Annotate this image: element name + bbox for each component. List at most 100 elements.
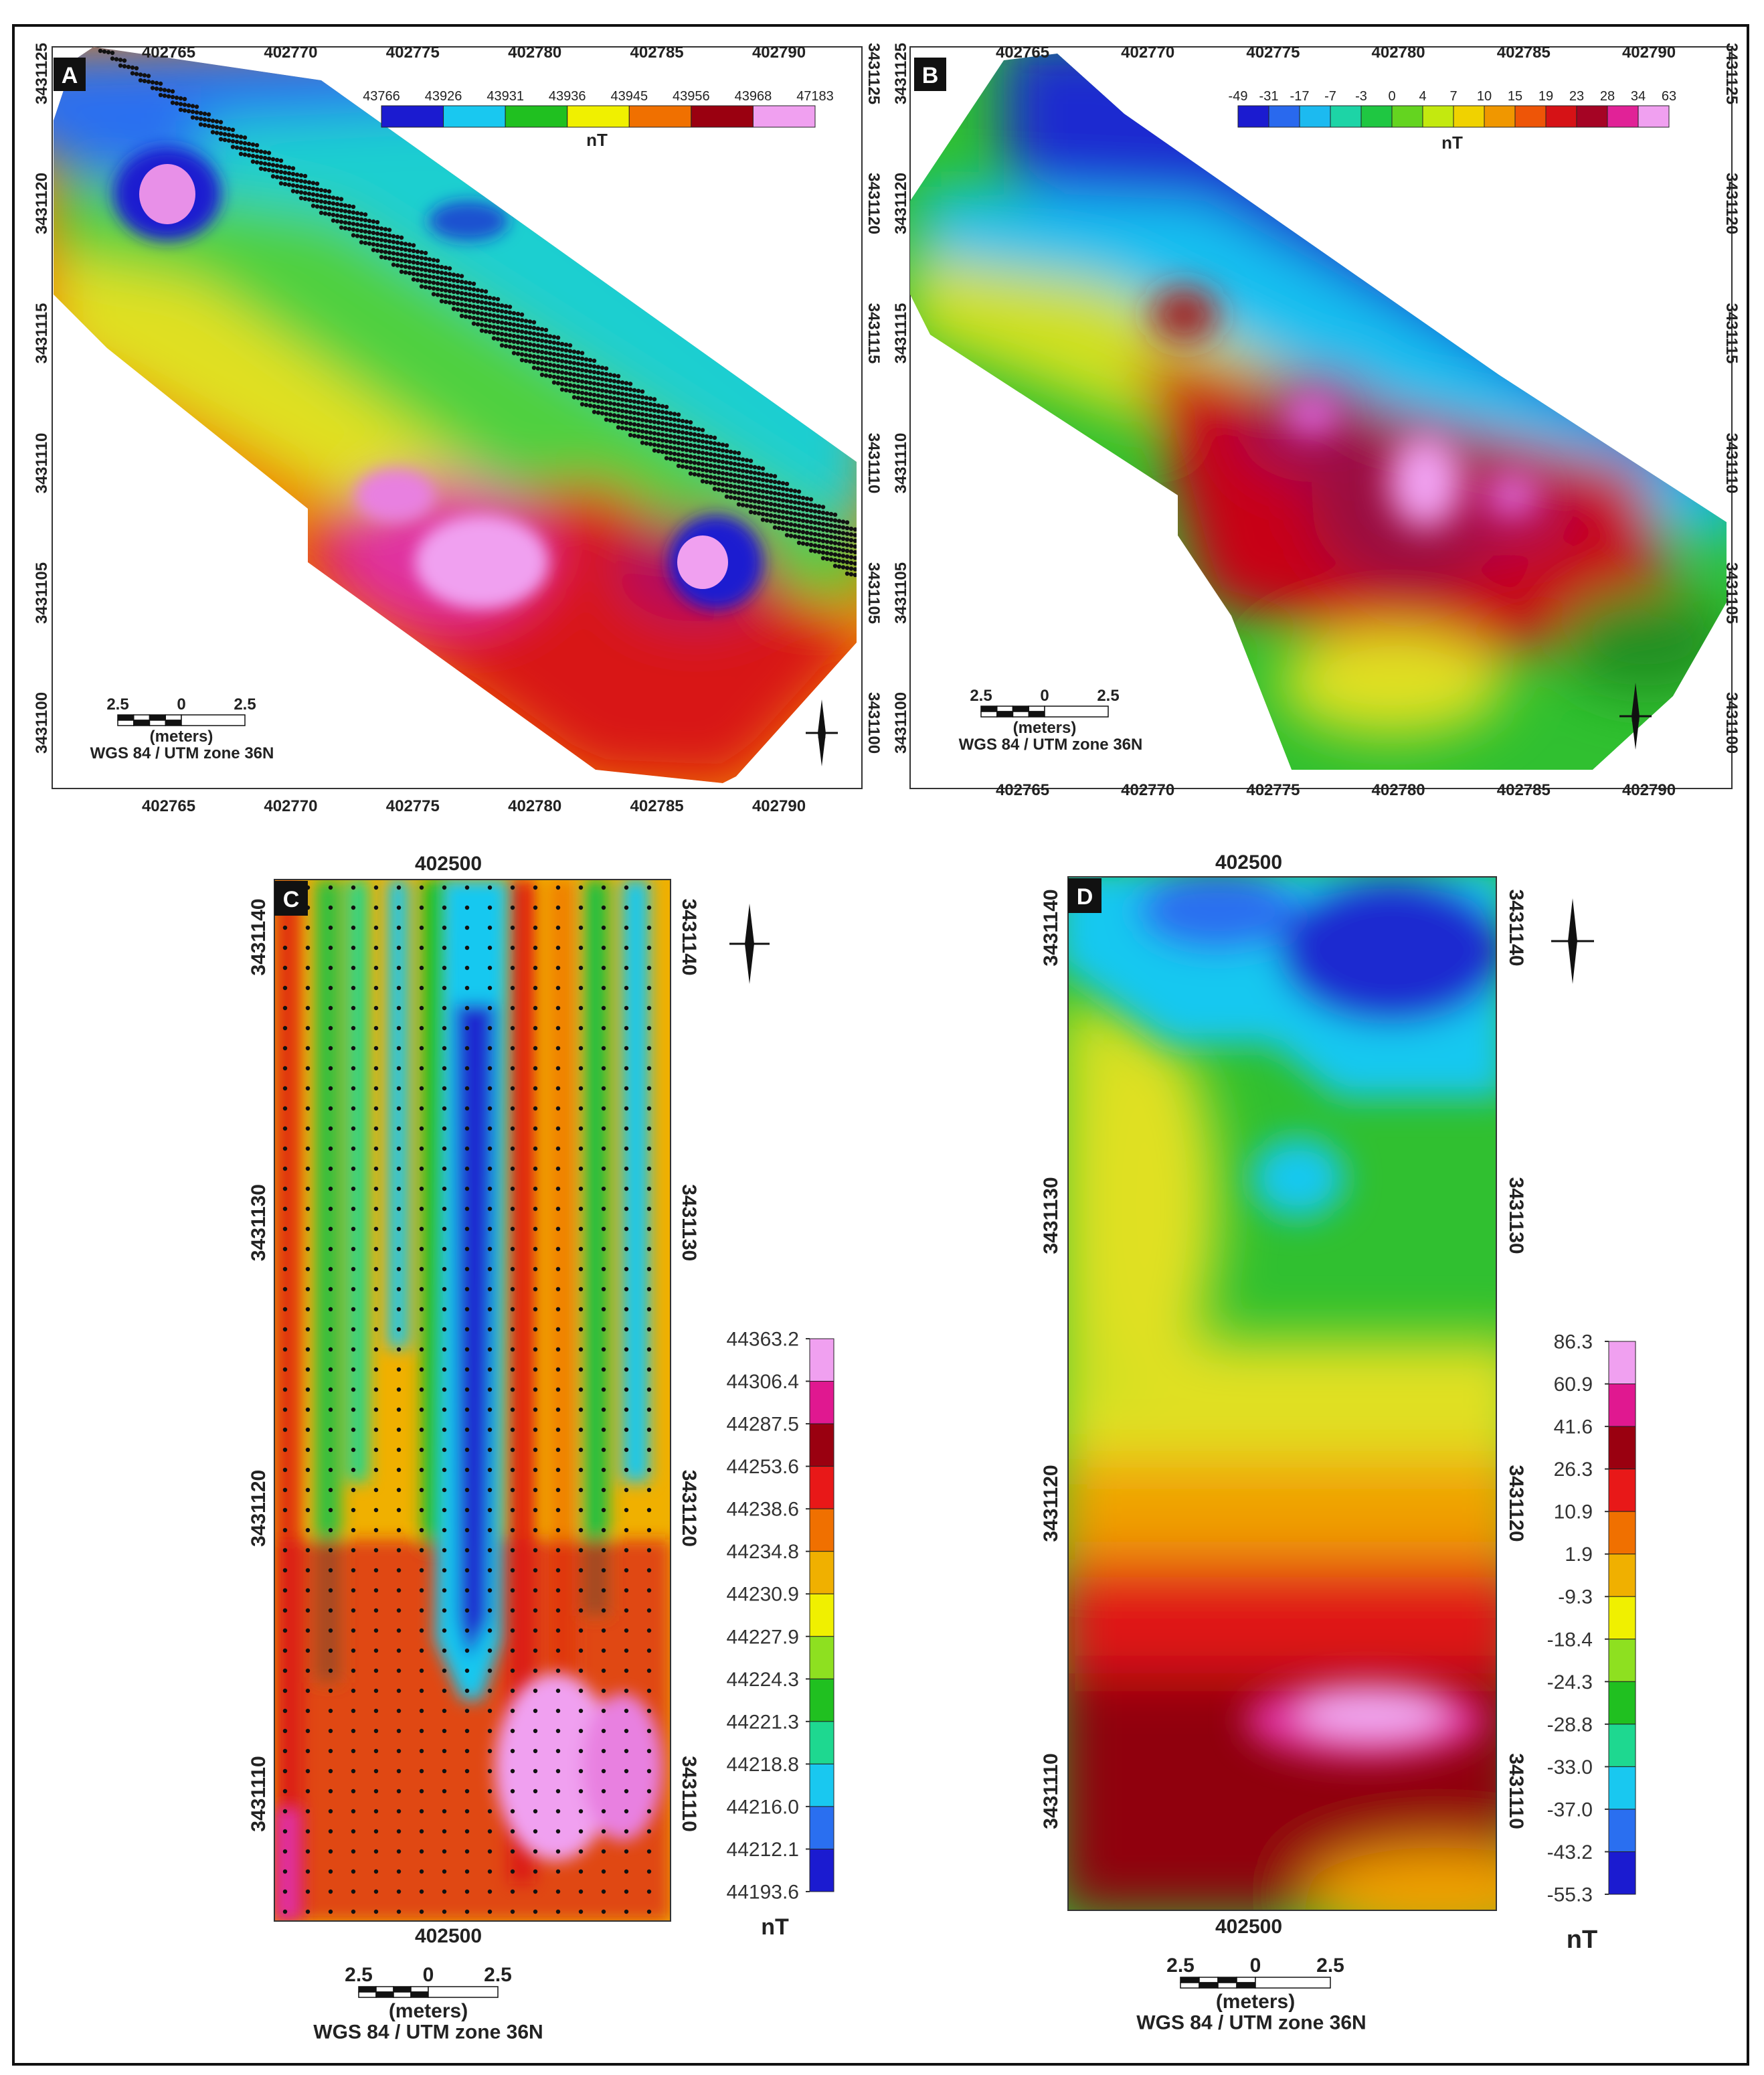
legend-value: -37.0 (1547, 1799, 1593, 1821)
north-arrow-c: N (729, 904, 770, 984)
panel-a-surface (54, 47, 857, 783)
scale-right: 2.5 (234, 695, 256, 714)
panel-d-frame (1067, 876, 1497, 1911)
panel-a-badge (54, 58, 86, 91)
legend-swatch (809, 1848, 834, 1892)
legend-c-unit: nT (761, 1914, 789, 1940)
x-tick-bottom: 402765 (996, 781, 1049, 799)
x-tick-top: 402790 (1622, 44, 1676, 62)
panel-d-x-top: 402500 (1215, 851, 1282, 874)
legend-value: -24.3 (1547, 1671, 1593, 1693)
legend-value: 44221.3 (727, 1711, 799, 1733)
legend-value: 44363.2 (727, 1329, 799, 1351)
y-tick-left: 3431120 (248, 1470, 270, 1547)
y-tick-left: 3431110 (1040, 1753, 1062, 1829)
legend-swatch (1608, 1469, 1636, 1512)
figure-frame (12, 24, 1749, 2066)
x-tick-bottom: 402780 (508, 797, 561, 815)
legend-swatch (1638, 105, 1670, 128)
legend-swatch (809, 1508, 834, 1552)
legend-swatch (1422, 105, 1454, 128)
x-tick-top: 402765 (996, 44, 1049, 62)
y-tick-right: 3431110 (1505, 1753, 1527, 1829)
legend-swatch (1360, 105, 1393, 128)
y-tick-left: 3431120 (33, 173, 51, 234)
x-tick-bottom: 402765 (142, 797, 195, 815)
panel-b-badge (914, 58, 946, 91)
legend-swatch (505, 105, 568, 128)
scale-crs: WGS 84 / UTM zone 36N (959, 736, 1143, 754)
legend-d-unit: nT (1567, 1926, 1597, 1954)
legend-swatch (1391, 105, 1423, 128)
x-tick-bottom: 402785 (1497, 781, 1551, 799)
legend-swatch (1576, 105, 1608, 128)
legend-swatch (1608, 1426, 1636, 1470)
legend-value: 44287.5 (727, 1414, 799, 1436)
legend-value: 44216.0 (727, 1796, 799, 1818)
legend-a-unit: nT (586, 130, 608, 150)
y-tick-right: 3431130 (678, 1184, 700, 1261)
legend-value: 43968 (735, 89, 772, 104)
x-tick-top: 402775 (1246, 44, 1300, 62)
scale-unit: (meters) (389, 2000, 468, 2022)
scale-mid: 0 (1250, 1955, 1261, 1977)
scale-bar-a: 2.5 0 2.5 (meters)WGS 84 / UTM zone 36N (90, 695, 274, 762)
svg-text:N: N (1631, 711, 1640, 724)
x-tick-top: 402775 (386, 44, 440, 62)
x-tick-bottom: 402775 (386, 797, 440, 815)
legend-swatch (691, 105, 754, 128)
north-arrow-a: N (806, 699, 838, 766)
legend-value: 34 (1631, 89, 1646, 104)
legend-swatch (443, 105, 506, 128)
panel-d-surface (1068, 877, 1496, 1910)
axis-ticks-b: 402765 402765 402770 402770 402775 402775 4027… (892, 43, 1741, 799)
panel-c-surface (274, 880, 671, 1921)
scale-unit: (meters) (150, 728, 213, 746)
y-tick-right: 3431120 (1505, 1465, 1527, 1542)
legend-value: 43926 (425, 89, 462, 104)
legend-swatch (809, 1721, 834, 1764)
legend-swatch (809, 1551, 834, 1594)
y-tick-left: 3431140 (1040, 889, 1062, 966)
y-tick-left: 3431110 (248, 1756, 270, 1831)
legend-swatch (381, 105, 444, 128)
scale-crs: WGS 84 / UTM zone 36N (90, 744, 274, 762)
y-tick-left: 3431130 (248, 1184, 270, 1261)
legend-swatch (1608, 1384, 1636, 1427)
scale-bar-c: 2.5 0 2.5 (meters)WGS 84 / UTM zone 36N (313, 1964, 543, 2044)
scale-bar-b: 2.5 0 2.5 (meters)WGS 84 / UTM zone 36N (959, 687, 1143, 754)
legend-swatch (1607, 105, 1639, 128)
x-tick-top: 402770 (264, 44, 317, 62)
legend-value: 19 (1538, 89, 1553, 104)
legend-value: 44234.8 (727, 1541, 799, 1563)
legend-swatch (1608, 1596, 1636, 1640)
y-tick-right: 3431120 (678, 1470, 700, 1547)
scale-right: 2.5 (1316, 1955, 1344, 1977)
survey-points-c (282, 885, 652, 1914)
y-tick-right: 3431115 (1723, 303, 1741, 364)
legend-swatch (1608, 1809, 1636, 1852)
legend-value: 28 (1600, 89, 1615, 104)
legend-swatch (1237, 105, 1269, 128)
scale-unit: (meters) (1013, 719, 1077, 737)
legend-swatch (567, 105, 630, 128)
x-tick-bottom: 402790 (1622, 781, 1676, 799)
legend-value: 44224.3 (727, 1669, 799, 1691)
anomaly-a-nw (139, 164, 195, 224)
x-tick-bottom: 402775 (1246, 781, 1300, 799)
scale-crs: WGS 84 / UTM zone 36N (313, 2021, 543, 2044)
legend-swatch (752, 105, 816, 128)
y-tick-right: 3431110 (678, 1756, 700, 1831)
legend-d: 86.3 60.9 41.6 26.3 10.9 1.9 -9.3 -18.4 -24.3 -28… (1547, 1331, 1636, 1954)
legend-value: 23 (1569, 89, 1584, 104)
legend-swatch (1299, 105, 1331, 128)
scale-left: 2.5 (1166, 1955, 1195, 1977)
scale-right: 2.5 (1097, 687, 1119, 705)
scale-left: 2.5 (345, 1964, 373, 1986)
scale-bar-d: 2.5 0 2.5 (meters)WGS 84 / UTM zone 36N (1136, 1955, 1366, 2034)
panel-d-badge (1068, 878, 1101, 913)
x-tick-bottom: 402785 (630, 797, 684, 815)
x-tick-top: 402785 (1497, 44, 1551, 62)
